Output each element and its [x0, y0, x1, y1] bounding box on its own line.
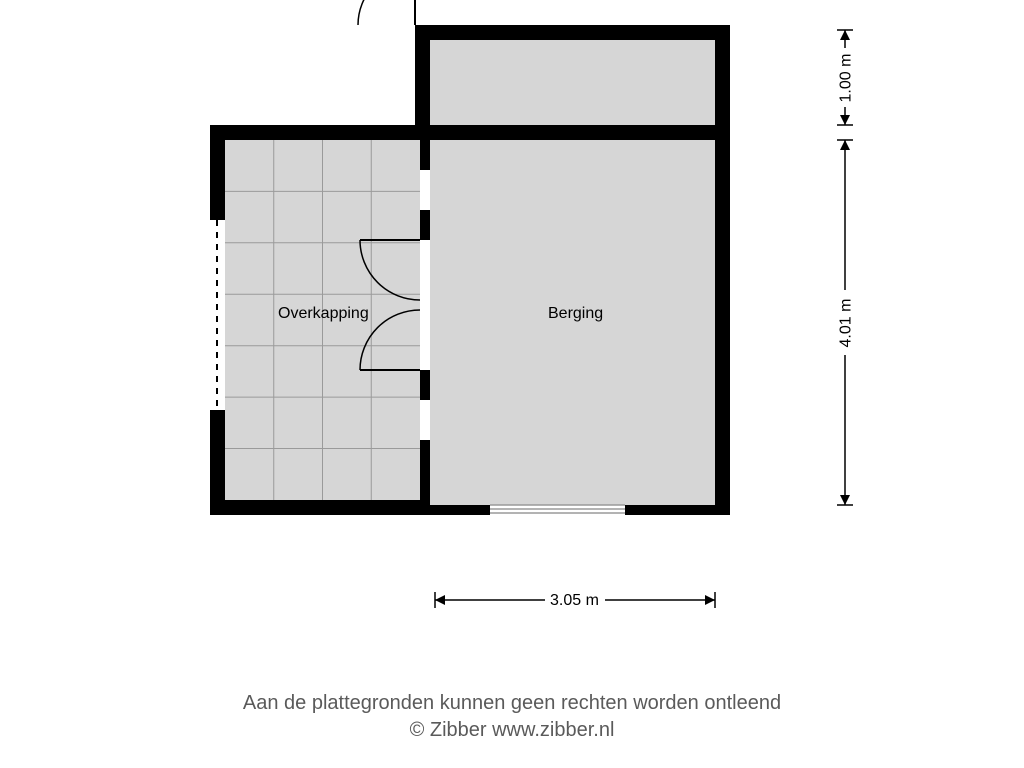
wall	[430, 505, 490, 515]
footer-line1: Aan de plattegronden kunnen geen rechten…	[0, 690, 1024, 717]
label-overkapping: Overkapping	[278, 305, 369, 323]
label-berging: Berging	[548, 305, 603, 323]
wall	[210, 125, 225, 220]
footer-line2: © Zibber www.zibber.nl	[0, 717, 1024, 744]
wall	[715, 25, 730, 515]
dimension-bottom-label: 3.05 m	[550, 592, 599, 610]
dashed-wall-left	[210, 220, 225, 410]
window-bottom	[490, 503, 625, 515]
wall	[420, 210, 430, 240]
floorplan-stage: Overkapping Berging 3.05 m 4.01 m 1.00 m…	[0, 0, 1024, 768]
wall	[415, 125, 730, 140]
wall	[420, 140, 430, 170]
wall	[210, 125, 430, 140]
door-top	[300, 0, 430, 40]
wall	[210, 500, 430, 515]
footer: Aan de plattegronden kunnen geen rechten…	[0, 690, 1024, 744]
wall	[625, 505, 730, 515]
dimension-right-lower-label: 4.01 m	[837, 299, 855, 348]
room-top-strip	[430, 40, 715, 125]
wall	[430, 25, 730, 40]
wall	[420, 440, 430, 500]
dimension-right-upper-label: 1.00 m	[837, 54, 855, 103]
wall	[415, 40, 430, 125]
